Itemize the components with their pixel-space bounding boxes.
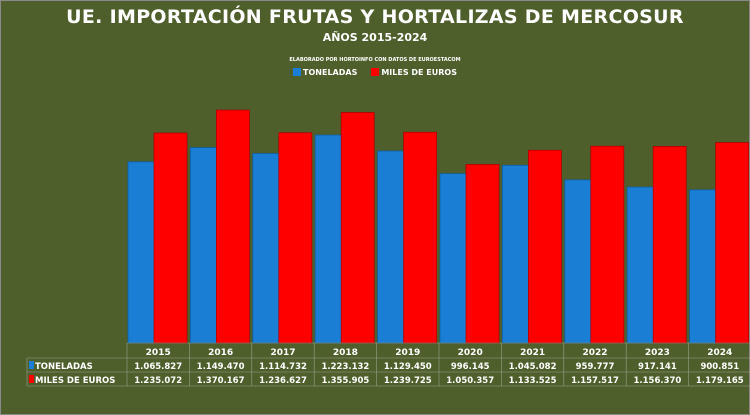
- bar-toneladas-2019: [377, 150, 406, 344]
- bar-toneladas-2020: [439, 173, 468, 344]
- bar-toneladas-2021: [501, 164, 530, 344]
- tick-label-2022: 2022: [582, 348, 607, 358]
- bar-toneladas-2017: [252, 153, 281, 344]
- legend-swatch-toneladas: [293, 68, 302, 76]
- data-label-miles-euros-2024: 1.179.165: [696, 376, 744, 386]
- data-label-miles-euros-2019: 1.239.725: [384, 376, 432, 386]
- data-label-miles-euros-2015: 1.235.072: [134, 376, 182, 386]
- data-label-toneladas-2020: 996.145: [451, 362, 490, 372]
- bar-miles-euros-2017: [278, 132, 313, 344]
- tick-label-2015: 2015: [146, 348, 171, 358]
- bar-miles-euros-2024: [715, 142, 749, 344]
- legend-label: TONELADAS: [303, 68, 358, 77]
- legend-label: MILES DE EUROS: [381, 68, 457, 77]
- legend: TONELADAS MILES DE EUROS: [0, 68, 750, 77]
- legend-item-toneladas: TONELADAS: [293, 68, 357, 77]
- table-row-label-1: MILES DE EUROS: [35, 376, 115, 386]
- data-label-toneladas-2019: 1.129.450: [384, 362, 432, 372]
- data-label-miles-euros-2023: 1.156.370: [633, 376, 681, 386]
- data-label-toneladas-2018: 1.223.132: [321, 362, 369, 372]
- data-label-toneladas-2017: 1.114.732: [259, 362, 307, 372]
- bar-toneladas-2024: [689, 189, 717, 344]
- data-label-toneladas-2023: 917.141: [638, 362, 677, 372]
- data-label-miles-euros-2021: 1.133.525: [509, 376, 557, 386]
- data-label-toneladas-2016: 1.149.470: [197, 362, 245, 372]
- tick-label-2019: 2019: [395, 348, 420, 358]
- bar-toneladas-2022: [564, 179, 593, 344]
- tick-label-2016: 2016: [208, 348, 233, 358]
- tick-label-2024: 2024: [707, 348, 732, 358]
- tick-label-2017: 2017: [270, 348, 295, 358]
- data-label-toneladas-2021: 1.045.082: [509, 362, 557, 372]
- bar-miles-euros-2023: [652, 146, 687, 344]
- table-row-label-0: TONELADAS: [35, 362, 93, 372]
- bar-toneladas-2015: [127, 161, 156, 344]
- data-label-miles-euros-2018: 1.355.905: [321, 376, 369, 386]
- table-legend-key-1: [29, 375, 34, 383]
- bar-toneladas-2016: [189, 147, 218, 344]
- bar-miles-euros-2016: [215, 109, 250, 344]
- chart-title: UE. IMPORTACIÓN FRUTAS Y HORTALIZAS DE M…: [66, 6, 684, 28]
- bar-miles-euros-2020: [465, 164, 500, 344]
- tick-label-2020: 2020: [458, 348, 483, 358]
- data-label-miles-euros-2017: 1.236.627: [259, 376, 307, 386]
- data-label-miles-euros-2022: 1.157.517: [571, 376, 619, 386]
- bar-miles-euros-2022: [590, 145, 625, 344]
- data-label-miles-euros-2020: 1.050.357: [446, 376, 494, 386]
- bar-toneladas-2023: [626, 186, 655, 344]
- bar-toneladas-2018: [314, 134, 343, 344]
- bar-miles-euros-2021: [528, 149, 562, 344]
- chart-credit: ELABORADO POR HORTOINFO CON DATOS DE EUR…: [289, 57, 461, 63]
- table-legend-key-0: [29, 361, 34, 369]
- legend-swatch-miles-euros: [371, 68, 380, 76]
- bar-miles-euros-2019: [403, 131, 438, 344]
- data-label-toneladas-2024: 900.851: [700, 362, 739, 372]
- tick-label-2023: 2023: [645, 348, 670, 358]
- data-label-toneladas-2015: 1.065.827: [134, 362, 182, 372]
- bar-miles-euros-2015: [153, 132, 188, 344]
- tick-label-2021: 2021: [520, 348, 545, 358]
- bar-miles-euros-2018: [340, 112, 375, 344]
- data-label-miles-euros-2016: 1.370.167: [197, 376, 245, 386]
- legend-item-miles-euros: MILES DE EUROS: [371, 68, 457, 77]
- data-label-toneladas-2022: 959.777: [576, 362, 615, 372]
- chart-subtitle: AÑOS 2015-2024: [322, 31, 428, 44]
- tick-label-2018: 2018: [333, 348, 358, 358]
